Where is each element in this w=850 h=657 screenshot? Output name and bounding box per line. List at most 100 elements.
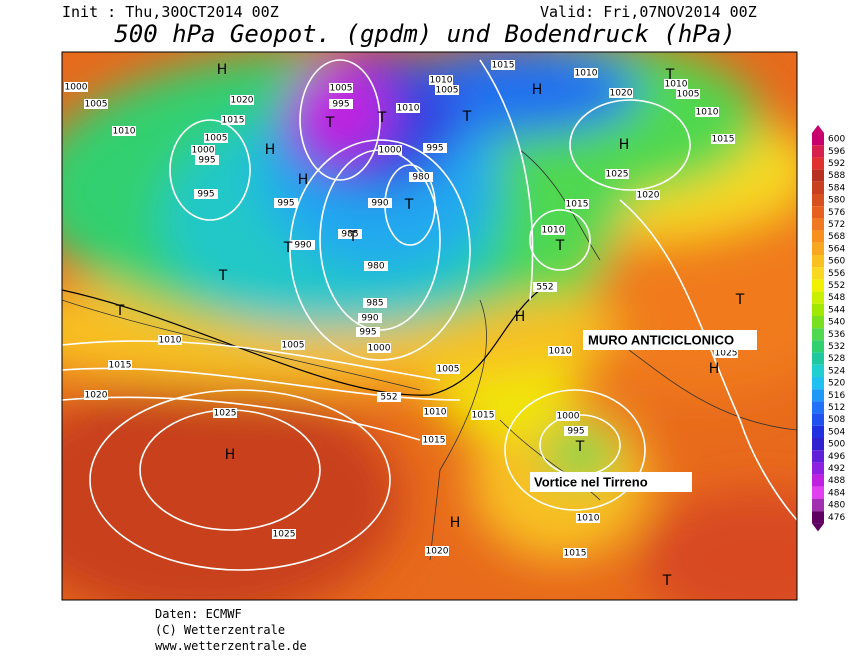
label-box <box>541 225 565 235</box>
pressure-label: 1010 <box>113 127 136 137</box>
label-box <box>695 107 719 117</box>
legend-label: 588 <box>828 171 845 181</box>
pressure-center: H <box>619 137 630 153</box>
pressure-label: 552 <box>536 283 553 293</box>
pressure-label: 1010 <box>542 226 565 236</box>
legend-label: 508 <box>828 415 845 425</box>
legend-swatch <box>812 328 824 341</box>
legend-swatch <box>812 194 824 207</box>
pressure-center: H <box>265 142 276 158</box>
pressure-label: 995 <box>567 427 584 437</box>
legend-label: 584 <box>828 183 845 193</box>
legend-swatch <box>812 462 824 475</box>
legend-label: 572 <box>828 220 845 230</box>
legend-label: 556 <box>828 269 845 279</box>
legend-label: 540 <box>828 318 845 328</box>
pressure-label: 1005 <box>205 134 228 144</box>
label-box <box>213 408 237 418</box>
legend-label: 524 <box>828 366 845 376</box>
pressure-label: 552 <box>380 393 397 403</box>
label-box <box>363 298 387 308</box>
pressure-label: 980 <box>367 262 384 272</box>
label-box <box>158 335 182 345</box>
legend-swatch <box>812 316 824 329</box>
label-box <box>84 99 108 109</box>
label-box <box>471 410 495 420</box>
pressure-center: H <box>515 309 526 325</box>
legend-swatch <box>812 157 824 170</box>
label-box <box>64 82 88 92</box>
label-box <box>396 103 420 113</box>
legend-label: 600 <box>828 135 845 145</box>
pressure-center: T <box>462 109 472 125</box>
legend-label: 516 <box>828 391 845 401</box>
pressure-center: T <box>735 292 745 308</box>
pressure-label: 1005 <box>282 341 305 351</box>
pressure-label: 985 <box>341 230 358 240</box>
label-box <box>274 198 298 208</box>
pressure-label: 1010 <box>397 104 420 114</box>
legend-swatch <box>812 279 824 292</box>
label-box <box>378 145 402 155</box>
pressure-center: H <box>532 82 543 98</box>
legend-cap <box>812 125 824 133</box>
pressure-label: 1010 <box>430 76 453 86</box>
legend-swatch <box>812 230 824 243</box>
legend-swatch <box>812 242 824 255</box>
pressure-center: T <box>404 197 414 213</box>
pressure-label: 1015 <box>109 361 132 371</box>
label-box <box>338 229 362 239</box>
label-box <box>195 155 219 165</box>
pressure-label: 1010 <box>549 347 572 357</box>
legend-swatch <box>812 145 824 158</box>
legend-swatch <box>812 206 824 219</box>
legend-label: 512 <box>828 403 845 413</box>
pressure-label: 995 <box>198 156 215 166</box>
label-box <box>367 343 391 353</box>
pressure-label: 1010 <box>665 80 688 90</box>
label-box <box>609 88 633 98</box>
label-box <box>636 190 660 200</box>
color-legend: 600 596 592 588 584 580 576 572 568 564 560 556 552 5… <box>812 125 845 532</box>
pressure-label: 990 <box>294 241 311 251</box>
pressure-label: 1015 <box>566 200 589 210</box>
label-box <box>548 346 572 356</box>
label-box <box>423 143 447 153</box>
label-box <box>491 60 515 70</box>
pressure-label: 980 <box>412 173 429 183</box>
label-box <box>711 134 735 144</box>
pressure-label: 1015 <box>564 549 587 559</box>
label-box <box>356 327 380 337</box>
label-box <box>377 392 401 402</box>
label-box <box>368 198 392 208</box>
pressure-label: 1010 <box>424 408 447 418</box>
label-box <box>194 189 218 199</box>
pressure-center: T <box>377 110 387 126</box>
legend-cap <box>812 523 824 532</box>
pressure-center: T <box>662 573 672 589</box>
label-box <box>714 348 738 358</box>
label-box <box>409 172 433 182</box>
legend-label: 580 <box>828 196 845 206</box>
legend-swatch <box>812 267 824 280</box>
legend-label: 592 <box>828 159 845 169</box>
pressure-center: T <box>218 268 228 284</box>
legend-label: 548 <box>828 293 845 303</box>
pressure-center: T <box>325 115 335 131</box>
label-box <box>329 99 353 109</box>
label-box <box>676 89 700 99</box>
footer-copyright: (C) Wetterzentrale <box>155 623 285 637</box>
legend-label: 576 <box>828 208 845 218</box>
legend-swatch <box>812 425 824 438</box>
legend-label: 520 <box>828 379 845 389</box>
pressure-center: T <box>348 229 358 245</box>
legend-label: 532 <box>828 342 845 352</box>
legend-swatch <box>812 377 824 390</box>
legend-swatch <box>812 438 824 451</box>
legend-label: 492 <box>828 464 845 474</box>
legend-label: 504 <box>828 427 845 437</box>
legend-swatch <box>812 218 824 231</box>
legend-label: 476 <box>828 513 845 523</box>
pressure-label: 1010 <box>577 514 600 524</box>
